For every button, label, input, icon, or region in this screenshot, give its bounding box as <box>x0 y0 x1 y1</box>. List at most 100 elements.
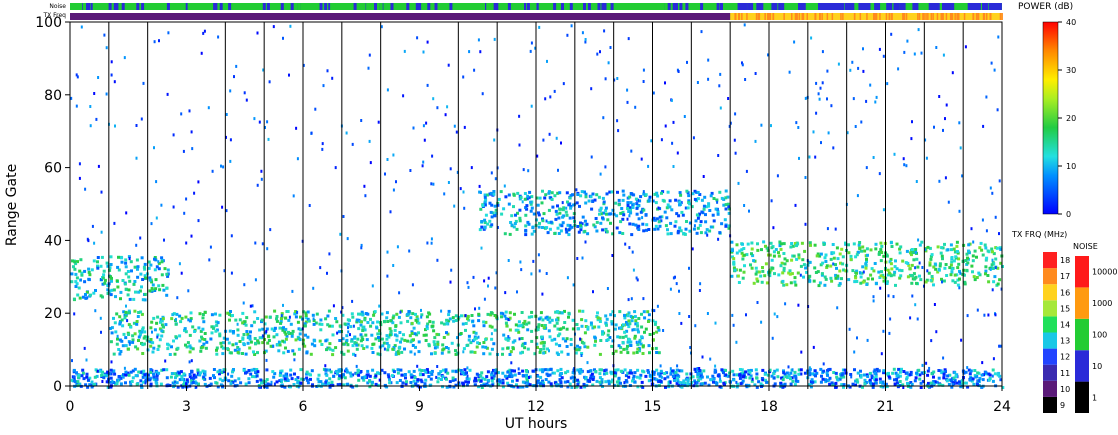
echo-cell <box>797 368 801 372</box>
echo-cell <box>663 377 667 381</box>
echo-cell <box>772 250 776 254</box>
echo-cell <box>244 352 248 356</box>
echo-cell <box>911 251 915 255</box>
echo-cell <box>186 341 190 345</box>
echo-cell <box>339 382 343 386</box>
y-tick-label: 40 <box>44 233 62 249</box>
echo-cell <box>914 266 917 270</box>
echo-cell <box>507 318 510 321</box>
echo-cell <box>242 333 246 336</box>
echo-cell <box>672 276 675 280</box>
echo-cell <box>484 338 488 342</box>
echo-cell <box>598 212 601 216</box>
echo-cell <box>378 372 382 376</box>
echo-cell <box>655 191 659 195</box>
echo-cell <box>119 290 123 294</box>
echo-cell <box>535 196 539 200</box>
echo-cell <box>775 368 779 372</box>
echo-cell <box>945 274 949 277</box>
echo-cell <box>689 346 692 349</box>
echo-cell <box>538 382 542 386</box>
echo-cell <box>874 247 878 251</box>
echo-cell <box>490 376 494 380</box>
echo-cell <box>201 345 205 349</box>
echo-cell <box>790 258 794 262</box>
echo-cell <box>671 369 674 373</box>
echo-cell <box>709 225 713 229</box>
echo-cell <box>521 350 524 354</box>
echo-cell <box>836 274 840 278</box>
txfreq-colorbar-tick-label: 16 <box>1060 288 1070 297</box>
echo-cell <box>585 222 589 226</box>
echo-cell <box>377 120 380 124</box>
echo-cell <box>527 321 531 325</box>
echo-cell <box>740 371 744 375</box>
echo-cell <box>711 213 715 217</box>
echo-cell <box>116 265 120 269</box>
echo-cell <box>800 350 803 354</box>
echo-cell <box>900 269 904 273</box>
echo-cell <box>607 329 611 333</box>
echo-cell <box>185 345 189 349</box>
echo-cell <box>335 320 339 324</box>
echo-cell <box>139 370 143 374</box>
txfreq-bar-segment <box>814 13 816 20</box>
y-tick-label: 100 <box>35 15 62 31</box>
echo-cell <box>289 385 292 389</box>
echo-cell <box>834 385 838 389</box>
echo-cell <box>242 368 246 372</box>
echo-cell <box>633 310 637 314</box>
echo-cell <box>503 374 507 378</box>
echo-cell <box>470 166 473 170</box>
echo-cell <box>324 383 328 387</box>
noise-bar-segment <box>526 3 530 10</box>
echo-cell <box>81 368 85 372</box>
echo-cell <box>283 340 286 344</box>
echo-cell <box>256 351 259 355</box>
echo-cell <box>880 270 883 274</box>
echo-cell <box>688 221 692 225</box>
echo-cell <box>738 249 742 253</box>
echo-cell <box>309 373 312 377</box>
echo-cell <box>556 353 560 356</box>
echo-cell <box>431 324 435 328</box>
echo-cell <box>604 321 608 325</box>
echo-cell <box>132 321 136 325</box>
echo-cell <box>197 382 200 386</box>
echo-cell <box>679 193 683 197</box>
echo-cell <box>902 386 905 389</box>
echo-cell <box>627 210 631 213</box>
echo-cell <box>93 92 96 95</box>
echo-cell <box>821 377 825 381</box>
echo-cell <box>583 190 586 194</box>
echo-cell <box>85 290 89 294</box>
echo-cell <box>129 325 133 329</box>
echo-cell <box>423 369 427 373</box>
echo-cell <box>197 180 200 184</box>
echo-cell <box>992 280 996 284</box>
echo-cell <box>339 325 343 329</box>
echo-cell <box>822 369 826 373</box>
echo-cell <box>778 240 782 244</box>
echo-cell <box>788 272 792 276</box>
echo-cell <box>180 112 183 116</box>
echo-cell <box>171 381 175 385</box>
echo-cell <box>910 248 914 251</box>
echo-cell <box>948 266 952 270</box>
echo-cell <box>172 133 175 137</box>
echo-cell <box>403 338 407 342</box>
noise-bar-segment <box>893 3 900 10</box>
echo-cell <box>754 72 757 75</box>
echo-cell <box>275 333 279 337</box>
echo-cell <box>770 374 774 378</box>
echo-cell <box>658 224 662 228</box>
echo-cell <box>114 330 118 334</box>
echo-cell <box>808 366 811 370</box>
echo-cell <box>764 378 767 382</box>
echo-cell <box>813 380 817 384</box>
echo-cell <box>332 304 335 308</box>
echo-cell <box>184 330 188 334</box>
txfreq-bar-segment <box>918 13 921 20</box>
noise-bar-segment <box>587 3 591 10</box>
echo-cell <box>662 199 666 203</box>
